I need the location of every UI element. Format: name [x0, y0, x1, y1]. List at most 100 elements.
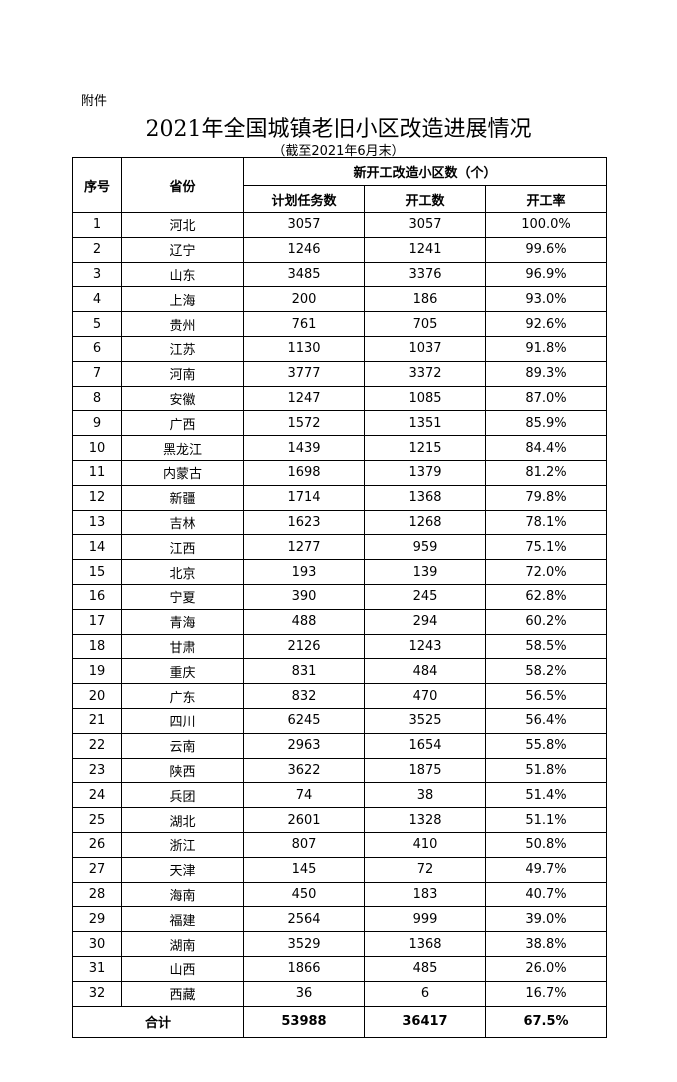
cell-planned: 74: [243, 782, 365, 809]
cell-started: 3376: [364, 261, 486, 288]
cell-index: 10: [72, 435, 122, 461]
cell-started: 1654: [364, 732, 486, 759]
table-row: 19 重庆 831 484 58.2%: [72, 658, 608, 685]
total-rate: 67.5%: [484, 1005, 608, 1038]
cell-index: 18: [72, 633, 122, 660]
cell-index: 1: [72, 212, 122, 238]
cell-started: 294: [364, 608, 486, 635]
header-planned: 计划任务数: [243, 185, 365, 213]
cell-rate: 26.0%: [484, 955, 608, 982]
cell-planned: 3057: [243, 212, 365, 238]
total-label: 合计: [72, 1005, 244, 1038]
table-row: 26 浙江 807 410 50.8%: [72, 831, 608, 858]
cell-planned: 2601: [243, 807, 365, 833]
cell-planned: 36: [243, 980, 365, 1007]
cell-started: 1268: [364, 509, 486, 536]
cell-planned: 1623: [243, 509, 365, 536]
cell-province: 山东: [121, 261, 244, 288]
table-row: 11 内蒙古 1698 1379 81.2%: [72, 459, 608, 486]
cell-planned: 2963: [243, 732, 365, 759]
cell-started: 3525: [364, 707, 486, 734]
cell-rate: 39.0%: [484, 906, 608, 933]
cell-province: 湖北: [121, 807, 244, 833]
cell-planned: 1698: [243, 459, 365, 486]
cell-index: 3: [72, 261, 122, 288]
cell-planned: 1572: [243, 410, 365, 437]
cell-index: 27: [72, 856, 122, 883]
cell-province: 新疆: [121, 484, 244, 511]
cell-index: 7: [72, 360, 122, 387]
cell-planned: 1247: [243, 385, 365, 412]
table-row: 3 山东 3485 3376 96.9%: [72, 261, 608, 288]
cell-province: 辽宁: [121, 236, 244, 263]
header-group: 新开工改造小区数（个）: [242, 157, 608, 186]
cell-index: 32: [72, 980, 122, 1007]
cell-started: 1037: [364, 335, 486, 362]
cell-index: 16: [72, 583, 122, 610]
table-row: 28 海南 450 183 40.7%: [72, 881, 608, 908]
cell-index: 9: [72, 410, 122, 437]
table-row: 7 河南 3777 3372 89.3%: [72, 360, 608, 387]
table-row: 6 江苏 1130 1037 91.8%: [72, 335, 608, 362]
cell-index: 5: [72, 311, 122, 337]
cell-planned: 3622: [243, 757, 365, 784]
table-row: 18 甘肃 2126 1243 58.5%: [72, 633, 608, 660]
cell-index: 25: [72, 807, 122, 833]
cell-index: 13: [72, 509, 122, 536]
cell-province: 贵州: [121, 311, 244, 337]
cell-rate: 40.7%: [484, 881, 608, 908]
cell-province: 河北: [121, 212, 244, 238]
cell-planned: 6245: [243, 707, 365, 734]
total-row: 合计 53988 36417 67.5%: [72, 1005, 608, 1038]
table-row: 12 新疆 1714 1368 79.8%: [72, 484, 608, 511]
table-row: 24 兵团 74 38 51.4%: [72, 782, 608, 809]
cell-index: 2: [72, 236, 122, 263]
cell-rate: 78.1%: [484, 509, 608, 536]
cell-province: 海南: [121, 881, 244, 908]
cell-planned: 1714: [243, 484, 365, 511]
cell-planned: 2126: [243, 633, 365, 660]
cell-rate: 81.2%: [484, 459, 608, 486]
cell-rate: 51.4%: [484, 782, 608, 809]
cell-started: 470: [364, 683, 486, 709]
total-started: 36417: [364, 1005, 486, 1038]
cell-started: 1328: [364, 807, 486, 833]
cell-index: 26: [72, 831, 122, 858]
page-title: 2021年全国城镇老旧小区改造进展情况: [145, 117, 532, 142]
cell-index: 11: [72, 459, 122, 486]
cell-index: 31: [72, 955, 122, 982]
cell-province: 青海: [121, 608, 244, 635]
cell-province: 江西: [121, 534, 244, 561]
table-row: 21 四川 6245 3525 56.4%: [72, 707, 608, 734]
cell-rate: 16.7%: [484, 980, 608, 1007]
cell-index: 28: [72, 881, 122, 908]
table-row: 29 福建 2564 999 39.0%: [72, 906, 608, 933]
total-planned: 53988: [243, 1005, 365, 1038]
cell-index: 6: [72, 335, 122, 362]
table-row: 8 安徽 1247 1085 87.0%: [72, 385, 608, 412]
cell-planned: 200: [243, 286, 365, 313]
cell-planned: 488: [243, 608, 365, 635]
cell-planned: 1246: [243, 236, 365, 263]
cell-index: 23: [72, 757, 122, 784]
cell-province: 广西: [121, 410, 244, 437]
table-row: 10 黑龙江 1439 1215 84.4%: [72, 435, 608, 461]
cell-started: 484: [364, 658, 486, 685]
cell-started: 1085: [364, 385, 486, 412]
cell-started: 410: [364, 831, 486, 858]
cell-rate: 51.1%: [484, 807, 608, 833]
table-row: 5 贵州 761 705 92.6%: [72, 311, 608, 337]
table-row: 22 云南 2963 1654 55.8%: [72, 732, 608, 759]
cell-province: 宁夏: [121, 583, 244, 610]
cell-rate: 91.8%: [484, 335, 608, 362]
cell-started: 186: [364, 286, 486, 313]
cell-province: 湖南: [121, 931, 244, 957]
cell-rate: 50.8%: [484, 831, 608, 858]
table-row: 16 宁夏 390 245 62.8%: [72, 583, 608, 610]
cell-index: 29: [72, 906, 122, 933]
cell-planned: 3485: [243, 261, 365, 288]
cell-started: 245: [364, 583, 486, 610]
cell-rate: 96.9%: [484, 261, 608, 288]
table-row: 4 上海 200 186 93.0%: [72, 286, 608, 313]
table-row: 27 天津 145 72 49.7%: [72, 856, 608, 883]
